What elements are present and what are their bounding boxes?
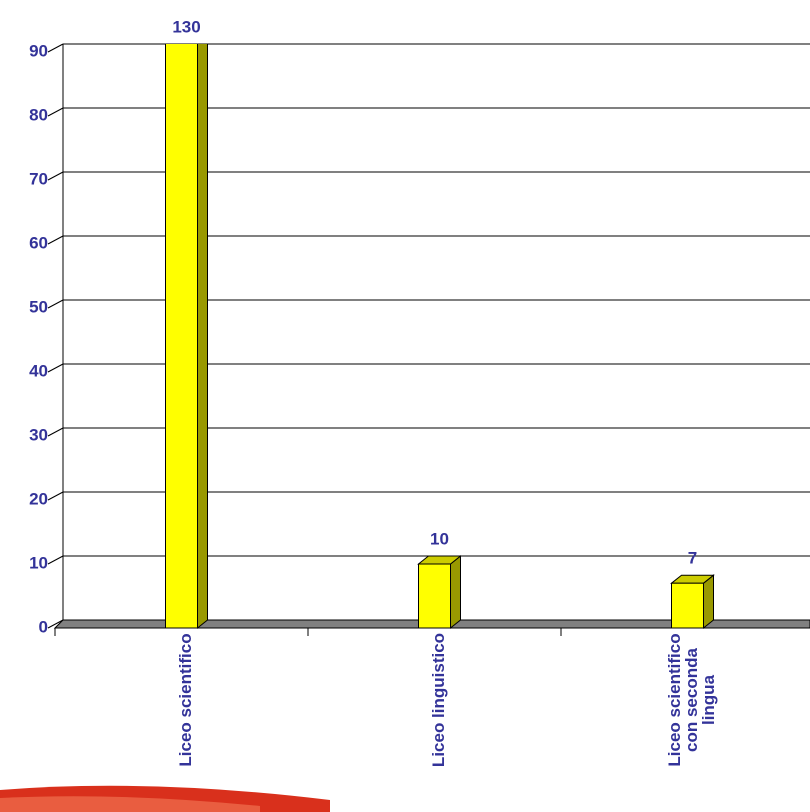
y-tick-label: 30 xyxy=(29,425,48,444)
bar-side xyxy=(450,554,461,630)
y-tick-label: 80 xyxy=(29,105,48,124)
y-tick-label: 0 xyxy=(39,617,48,636)
bars xyxy=(165,44,715,630)
bar-side xyxy=(703,574,714,630)
value-label: 7 xyxy=(688,549,697,568)
y-tick-label: 50 xyxy=(29,297,48,316)
tick-mark xyxy=(47,299,64,309)
bar-side xyxy=(197,44,208,630)
bar xyxy=(671,582,704,629)
y-tick-label: 10 xyxy=(29,553,48,572)
value-label: 10 xyxy=(430,529,449,548)
bar xyxy=(418,563,451,629)
tick-mark xyxy=(47,235,64,245)
tick-mark xyxy=(47,555,64,565)
tick-mark xyxy=(47,363,64,373)
tick-mark xyxy=(47,427,64,437)
tick-mark xyxy=(47,43,64,53)
y-tick-label: 90 xyxy=(29,41,48,60)
tick-mark xyxy=(47,107,64,117)
tick-mark xyxy=(47,171,64,181)
y-tick-label: 20 xyxy=(29,489,48,508)
value-label: 130 xyxy=(172,17,200,36)
tick-mark xyxy=(47,491,64,501)
y-tick-label: 60 xyxy=(29,233,48,252)
y-tick-label: 70 xyxy=(29,169,48,188)
tick-mark xyxy=(47,619,64,629)
y-tick-label: 40 xyxy=(29,361,48,380)
bar xyxy=(165,44,198,629)
decoration xyxy=(0,796,260,812)
